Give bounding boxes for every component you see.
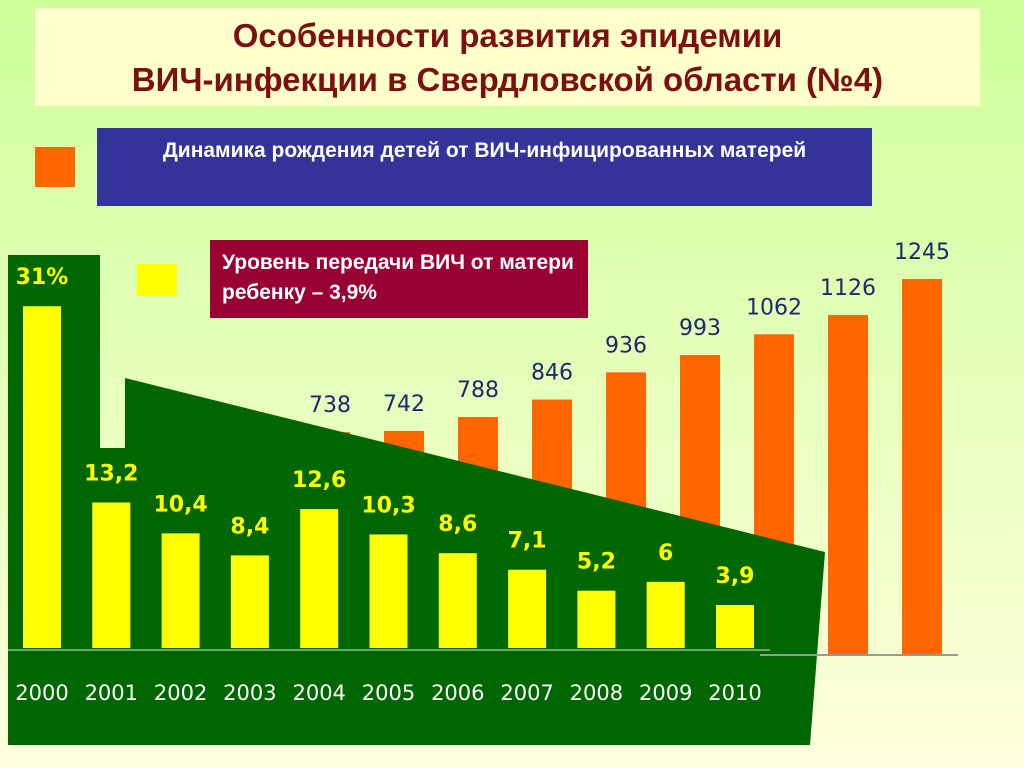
x-tick-label: 2005 xyxy=(362,681,415,705)
bar xyxy=(438,553,477,648)
x-tick-label: 2004 xyxy=(292,681,345,705)
legend-entry: Динамика рождения детей от ВИЧ-инфициров… xyxy=(97,128,872,206)
x-tick-label: 2009 xyxy=(639,681,692,705)
data-label: 738 xyxy=(309,393,351,418)
data-label: 993 xyxy=(679,316,721,341)
x-tick-label: 2010 xyxy=(708,681,761,705)
title-line: ВИЧ-инфекции в Свердловской области (№4) xyxy=(131,61,884,98)
bar xyxy=(230,555,269,648)
x-tick-label: 2007 xyxy=(500,681,553,705)
data-label: 936 xyxy=(605,333,647,358)
bar xyxy=(902,279,942,655)
legend-swatch xyxy=(137,264,177,296)
data-label: 31% xyxy=(16,265,69,290)
data-label: 6 xyxy=(658,541,673,566)
bar xyxy=(161,533,200,648)
title: Особенности развития эпидемии ВИЧ-инфекци… xyxy=(35,8,980,106)
x-tick-label: 2006 xyxy=(431,681,484,705)
data-label: 7,1 xyxy=(508,529,547,554)
x-tick-label: 2003 xyxy=(223,681,276,705)
legend-swatch xyxy=(35,147,75,187)
x-tick-label: 2001 xyxy=(85,681,138,705)
data-label: 5,2 xyxy=(577,550,616,575)
data-label: 788 xyxy=(457,378,499,403)
bar xyxy=(577,590,616,648)
x-tick-label: 2000 xyxy=(15,681,68,705)
data-label: 1126 xyxy=(820,276,876,301)
data-label: 12,6 xyxy=(292,468,346,493)
data-label: 1245 xyxy=(894,240,950,265)
title-line: Особенности развития эпидемии xyxy=(232,17,783,54)
legend-entry: Уровень передачи ВИЧ от матери ребенку –… xyxy=(210,240,588,318)
x-tick-label: 2008 xyxy=(570,681,623,705)
bar xyxy=(646,581,685,648)
bar xyxy=(300,509,339,648)
data-label: 8,4 xyxy=(230,514,269,539)
bar xyxy=(508,569,547,648)
x-tick-label: 2002 xyxy=(154,681,207,705)
green-panel xyxy=(8,255,825,745)
data-label: 846 xyxy=(531,361,573,386)
bar xyxy=(828,314,868,655)
data-label: 10,3 xyxy=(361,493,415,518)
bar xyxy=(369,534,408,648)
data-label: 13,2 xyxy=(84,461,138,486)
bar xyxy=(92,502,131,648)
data-label: 10,4 xyxy=(153,492,207,517)
data-label: 742 xyxy=(383,392,425,417)
bar xyxy=(23,306,61,648)
data-label: 8,6 xyxy=(438,512,477,537)
data-label: 3,9 xyxy=(716,564,755,589)
data-label: 1062 xyxy=(746,295,802,320)
bar xyxy=(716,605,754,648)
